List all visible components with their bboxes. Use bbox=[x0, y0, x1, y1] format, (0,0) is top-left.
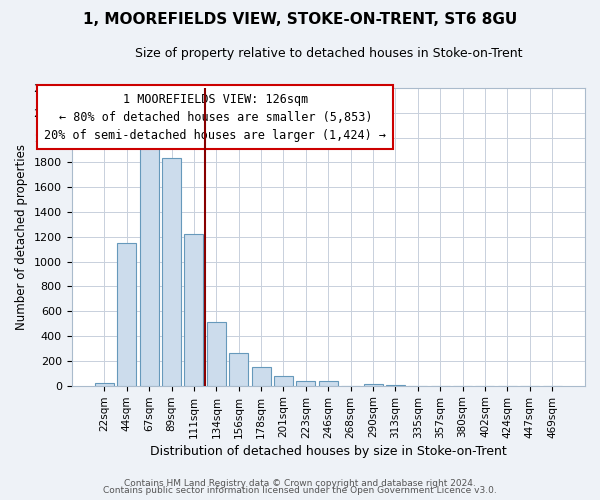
Bar bbox=[184, 234, 203, 386]
Title: Size of property relative to detached houses in Stoke-on-Trent: Size of property relative to detached ho… bbox=[134, 48, 522, 60]
Text: Contains HM Land Registry data © Crown copyright and database right 2024.: Contains HM Land Registry data © Crown c… bbox=[124, 478, 476, 488]
Bar bbox=[296, 380, 316, 386]
Bar bbox=[319, 382, 338, 386]
Text: Contains public sector information licensed under the Open Government Licence v3: Contains public sector information licen… bbox=[103, 486, 497, 495]
Text: 1 MOOREFIELDS VIEW: 126sqm
← 80% of detached houses are smaller (5,853)
20% of s: 1 MOOREFIELDS VIEW: 126sqm ← 80% of deta… bbox=[44, 92, 386, 142]
Bar bbox=[140, 144, 158, 386]
Bar bbox=[117, 243, 136, 386]
Text: 1, MOOREFIELDS VIEW, STOKE-ON-TRENT, ST6 8GU: 1, MOOREFIELDS VIEW, STOKE-ON-TRENT, ST6… bbox=[83, 12, 517, 28]
Y-axis label: Number of detached properties: Number of detached properties bbox=[15, 144, 28, 330]
Bar bbox=[364, 384, 383, 386]
Bar bbox=[162, 158, 181, 386]
Bar bbox=[207, 322, 226, 386]
Bar bbox=[274, 376, 293, 386]
Bar bbox=[251, 368, 271, 386]
X-axis label: Distribution of detached houses by size in Stoke-on-Trent: Distribution of detached houses by size … bbox=[150, 444, 506, 458]
Bar bbox=[229, 353, 248, 386]
Bar bbox=[95, 382, 114, 386]
Bar bbox=[386, 385, 405, 386]
